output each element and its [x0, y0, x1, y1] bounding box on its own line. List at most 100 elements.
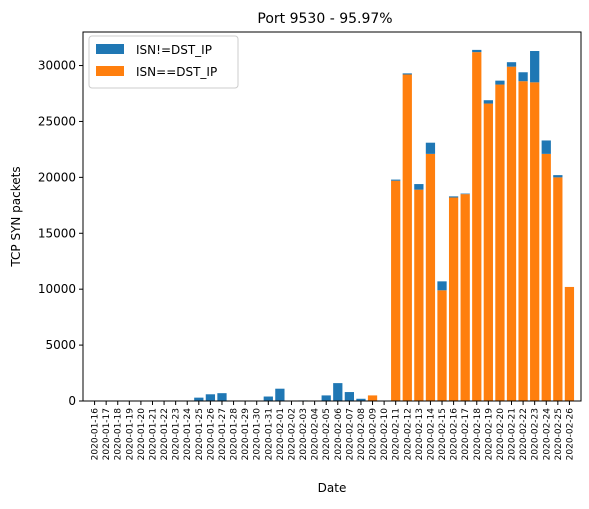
- bar-isn-not-dst-2020-02-12: [402, 73, 412, 75]
- bar-isn-not-dst-2020-02-14: [425, 142, 436, 154]
- bar-isn-not-dst-2020-02-13: [414, 184, 424, 190]
- bar-isn-eq-dst-2020-02-12: [402, 74, 412, 401]
- x-tick-label: 2020-02-07: [345, 408, 355, 460]
- x-tick-label: 2020-02-15: [438, 408, 448, 460]
- bar-isn-eq-dst-2020-02-23: [530, 82, 540, 402]
- bar-isn-eq-dst-2020-02-24: [541, 153, 551, 401]
- x-tick-label: 2020-01-23: [172, 408, 182, 460]
- x-tick-label: 2020-01-26: [206, 408, 216, 461]
- bar-isn-eq-dst-2020-02-19: [483, 103, 493, 402]
- x-tick-label: 2020-02-02: [287, 408, 297, 460]
- bar-isn-not-dst-2020-02-18: [472, 49, 482, 53]
- legend-label-isn-not-dst: ISN!=DST_IP: [136, 43, 212, 57]
- legend-swatch-isn-eq-dst: [96, 66, 124, 76]
- x-axis-ticks: 2020-01-16 2020-01-17 2020-01-18 2020-01-19…: [91, 401, 575, 461]
- x-tick-label: 2020-02-04: [311, 408, 321, 461]
- bar-isn-not-dst-2020-02-11: [391, 179, 401, 181]
- x-tick-label: 2020-02-19: [484, 408, 494, 461]
- x-tick-label: 2020-01-31: [264, 408, 274, 460]
- bar-isn-not-dst-2020-02-07: [344, 392, 355, 401]
- plot-area-frame: [82, 31, 582, 402]
- y-tick-label: 0: [68, 394, 76, 408]
- legend-swatch-isn-not-dst: [96, 44, 124, 54]
- x-tick-label: 2020-02-10: [380, 408, 390, 461]
- x-tick-label: 2020-02-16: [450, 408, 460, 461]
- x-tick-label: 2020-02-25: [554, 408, 564, 460]
- bar-isn-eq-dst-2020-02-09: [367, 395, 378, 401]
- x-tick-label: 2020-02-06: [334, 408, 344, 461]
- x-tick-label: 2020-02-13: [415, 408, 425, 460]
- chart-title: Port 9530 - 95.97%: [257, 11, 392, 27]
- bars: [194, 49, 575, 402]
- bar-isn-not-dst-2020-02-20: [495, 80, 505, 85]
- bar-isn-not-dst-2020-02-16: [448, 196, 459, 198]
- bar-isn-not-dst-2020-02-05: [321, 395, 331, 401]
- x-tick-label: 2020-02-09: [369, 408, 379, 461]
- x-tick-label: 2020-01-16: [91, 408, 101, 461]
- y-tick-label: 30000: [38, 59, 76, 73]
- x-tick-label: 2020-02-01: [276, 408, 286, 460]
- x-tick-label: 2020-01-25: [195, 408, 205, 460]
- x-tick-label: 2020-02-17: [461, 408, 471, 460]
- y-axis-label: TCP SYN packets: [9, 166, 23, 267]
- x-tick-label: 2020-02-22: [519, 408, 529, 460]
- bar-isn-not-dst-2020-02-19: [483, 100, 493, 104]
- bar-isn-not-dst-2020-02-15: [437, 281, 447, 291]
- y-tick-label: 20000: [38, 170, 76, 184]
- x-tick-label: 2020-02-03: [299, 408, 309, 460]
- x-tick-label: 2020-02-11: [392, 408, 402, 460]
- x-tick-label: 2020-01-21: [148, 408, 158, 460]
- x-tick-label: 2020-02-05: [322, 408, 332, 460]
- bar-isn-eq-dst-2020-02-21: [506, 66, 517, 401]
- x-tick-label: 2020-01-28: [230, 408, 240, 461]
- bar-isn-not-dst-2020-02-17: [460, 193, 470, 195]
- bar-isn-eq-dst-2020-02-14: [425, 153, 436, 401]
- y-tick-label: 15000: [38, 226, 76, 240]
- x-tick-label: 2020-01-27: [218, 408, 228, 460]
- x-tick-label: 2020-01-20: [137, 408, 147, 461]
- bar-isn-not-dst-2020-01-31: [263, 396, 273, 401]
- bar-isn-eq-dst-2020-02-16: [448, 197, 459, 401]
- x-tick-label: 2020-02-24: [542, 408, 552, 461]
- x-tick-label: 2020-02-23: [531, 408, 541, 460]
- legend-box: [88, 35, 239, 89]
- x-tick-label: 2020-01-29: [241, 408, 251, 461]
- x-tick-label: 2020-02-08: [357, 408, 367, 461]
- bar-isn-not-dst-2020-02-23: [530, 51, 540, 83]
- bar-isn-not-dst-2020-01-26: [205, 394, 216, 401]
- x-tick-label: 2020-01-22: [160, 408, 170, 460]
- x-tick-label: 2020-01-30: [253, 408, 263, 461]
- x-tick-label: 2020-02-12: [403, 408, 413, 460]
- bar-isn-not-dst-2020-02-22: [518, 72, 528, 82]
- legend-label-isn-eq-dst: ISN==DST_IP: [136, 65, 217, 79]
- bar-isn-eq-dst-2020-02-18: [472, 52, 482, 402]
- x-tick-label: 2020-02-20: [496, 408, 506, 461]
- bar-isn-eq-dst-2020-02-15: [437, 290, 447, 401]
- bar-isn-eq-dst-2020-02-13: [414, 189, 424, 401]
- bar-isn-not-dst-2020-01-25: [194, 397, 204, 401]
- bar-isn-not-dst-2020-02-25: [553, 175, 563, 178]
- x-axis-label: Date: [318, 481, 347, 495]
- x-tick-label: 2020-02-21: [508, 408, 518, 460]
- y-tick-label: 10000: [38, 282, 76, 296]
- x-tick-label: 2020-01-17: [102, 408, 112, 460]
- bar-isn-not-dst-2020-02-21: [506, 62, 517, 67]
- bar-isn-eq-dst-2020-02-17: [460, 194, 470, 401]
- bar-isn-eq-dst-2020-02-11: [391, 180, 401, 401]
- x-tick-label: 2020-02-14: [426, 408, 436, 461]
- bar-isn-eq-dst-2020-02-25: [553, 177, 563, 401]
- bar-isn-not-dst-2020-02-08: [356, 398, 366, 401]
- x-tick-label: 2020-01-18: [114, 408, 124, 461]
- y-tick-label: 25000: [38, 114, 76, 128]
- bar-isn-not-dst-2020-01-27: [217, 393, 227, 401]
- x-tick-label: 2020-02-18: [473, 408, 483, 461]
- x-tick-label: 2020-01-24: [183, 408, 193, 461]
- bar-isn-not-dst-2020-02-01: [275, 388, 285, 401]
- bar-isn-eq-dst-2020-02-26: [564, 286, 575, 401]
- y-axis-ticks: 0 5000 10000 15000 20000 25000 30000: [38, 59, 83, 408]
- bar-isn-not-dst-2020-02-24: [541, 140, 551, 154]
- legend: ISN!=DST_IP ISN==DST_IP: [88, 35, 239, 89]
- y-tick-label: 5000: [45, 338, 76, 352]
